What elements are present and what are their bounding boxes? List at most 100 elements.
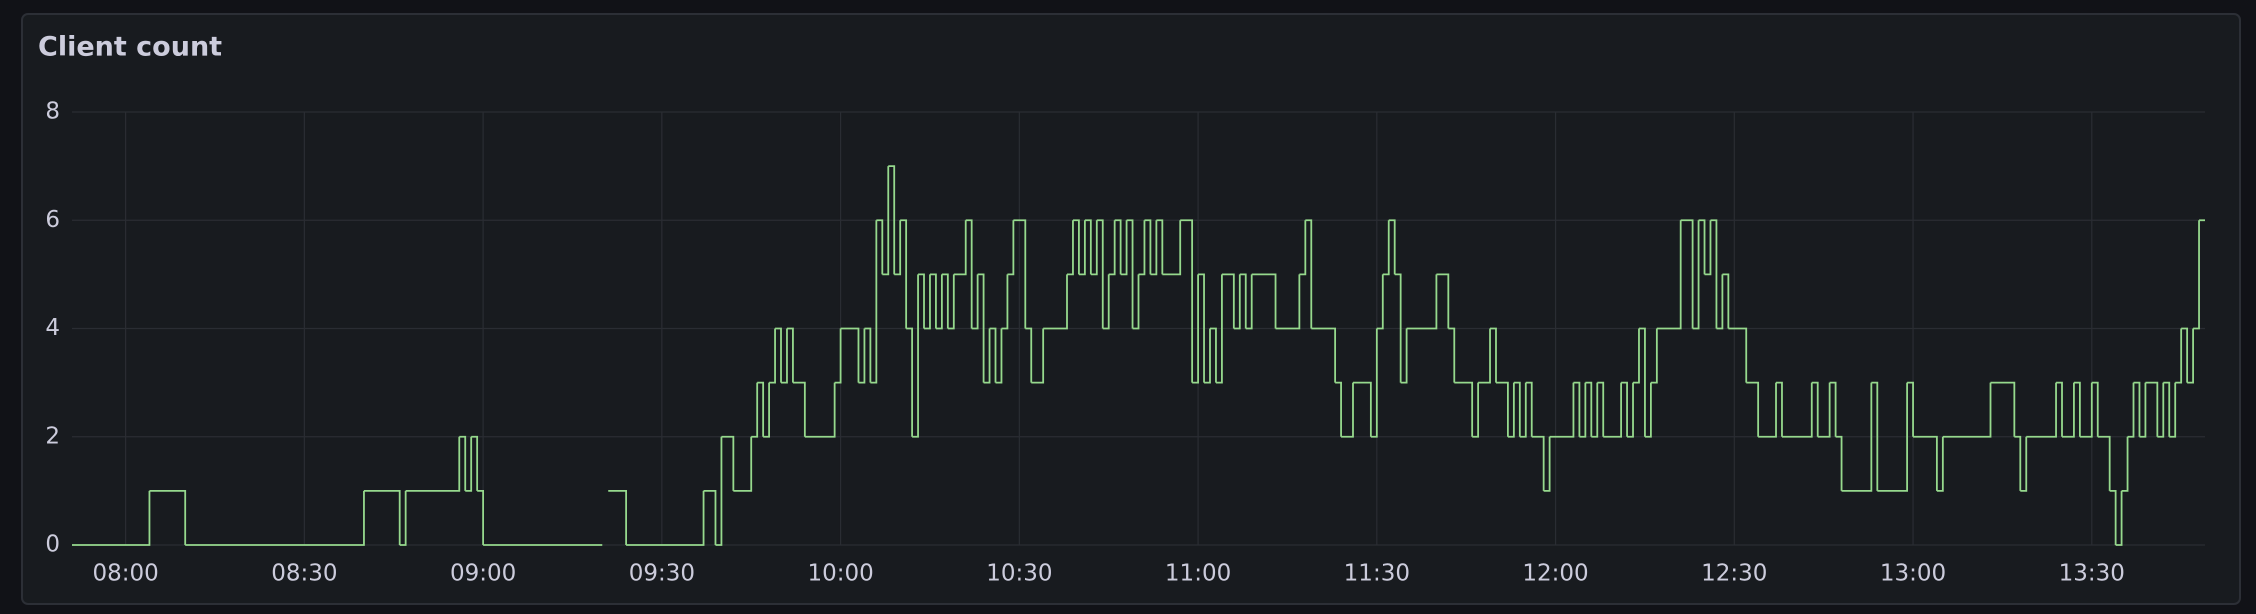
y-tick-label: 0: [45, 532, 60, 558]
step-segment: [947, 274, 955, 330]
step-segment: [941, 273, 949, 329]
step-segment: [149, 489, 187, 545]
step-segment: [1656, 220, 1682, 330]
step-segment: [2109, 489, 2117, 545]
step-segment: [906, 327, 913, 437]
step-segment: [2193, 220, 2200, 330]
step-segment: [2026, 382, 2057, 438]
step-segment: [864, 327, 872, 383]
step-segment: [1758, 382, 1777, 438]
step-segment: [935, 274, 943, 330]
step-segment: [1811, 381, 1819, 437]
step-segment: [363, 489, 401, 545]
step-segment: [1591, 382, 1599, 438]
step-segment: [477, 489, 485, 545]
step-segment: [2127, 382, 2135, 438]
step-segment: [1519, 382, 1527, 438]
step-segment: [1531, 435, 1545, 491]
step-segment: [763, 382, 770, 438]
step-segment: [1001, 274, 1009, 330]
step-segment: [703, 489, 717, 545]
step-segment: [1585, 381, 1593, 437]
step-segment: [1454, 381, 1474, 437]
step-segment: [1627, 382, 1634, 438]
step-segment: [1781, 382, 1813, 438]
step-segment: [1543, 436, 1551, 492]
step-segment: [1698, 219, 1706, 275]
x-tick-label: 10:30: [986, 561, 1052, 587]
step-segment: [1478, 328, 1491, 384]
step-segment: [1472, 382, 1480, 438]
step-segment: [1114, 219, 1122, 275]
step-segment: [870, 220, 878, 384]
step-segment: [1072, 219, 1080, 275]
step-segment: [786, 327, 794, 383]
step-segment: [1215, 274, 1223, 384]
x-tick-label: 09:30: [629, 561, 695, 587]
panel-title: Client count: [38, 32, 222, 63]
step-segment: [2056, 381, 2063, 437]
step-segment: [1352, 381, 1372, 437]
x-tick-label: 11:00: [1165, 561, 1231, 587]
step-segment: [1335, 381, 1342, 437]
step-segment: [1341, 382, 1354, 438]
step-segment: [1704, 220, 1712, 276]
step-segment: [1728, 327, 1748, 383]
step-segment: [1716, 274, 1724, 330]
step-segment: [1817, 382, 1831, 438]
step-segment: [858, 328, 866, 384]
step-segment: [1305, 219, 1313, 329]
step-segment: [751, 382, 759, 438]
step-segment: [721, 435, 735, 491]
x-tick-label: 08:00: [92, 561, 158, 587]
x-tick-label: 08:30: [271, 561, 337, 587]
x-tick-label: 13:00: [1880, 561, 1946, 587]
step-segment: [1597, 381, 1605, 437]
step-segment: [1495, 381, 1509, 437]
step-segment: [459, 435, 467, 491]
step-segment: [399, 490, 407, 546]
step-segment: [1871, 381, 1879, 491]
step-segment: [1650, 328, 1658, 384]
step-segment: [1633, 328, 1640, 384]
x-tick-label: 12:30: [1701, 561, 1767, 587]
step-segment: [465, 436, 473, 492]
step-segment: [1835, 435, 1843, 491]
step-segment: [1156, 219, 1164, 275]
step-segment: [1710, 219, 1718, 329]
step-segment: [608, 489, 628, 545]
step-segment: [1579, 382, 1587, 438]
step-segment: [1245, 274, 1253, 330]
step-segment: [471, 435, 479, 491]
step-segment: [1299, 220, 1307, 276]
step-segment: [1406, 274, 1438, 330]
step-segment: [1025, 327, 1033, 383]
step-segment: [2097, 435, 2111, 491]
step-segment: [989, 327, 997, 383]
step-segment: [1311, 327, 1337, 383]
step-segment: [1394, 273, 1402, 383]
step-segment: [1102, 274, 1110, 330]
step-segment: [2133, 381, 2141, 437]
step-segment: [769, 328, 776, 384]
step-segment: [1132, 274, 1140, 330]
step-segment: [781, 328, 788, 384]
step-segment: [983, 328, 991, 384]
step-segment: [1067, 220, 1074, 276]
step-segment: [1126, 219, 1134, 329]
step-segment: [977, 273, 985, 383]
step-segment: [1108, 220, 1116, 276]
step-segment: [1436, 273, 1450, 329]
y-tick-label: 6: [45, 207, 60, 233]
step-segment: [995, 328, 1003, 384]
step-segment: [2014, 435, 2022, 491]
step-segment: [792, 381, 806, 437]
step-segment: [2115, 490, 2123, 546]
step-segment: [1382, 220, 1390, 276]
step-segment: [1007, 220, 1015, 276]
step-segment: [1621, 381, 1628, 437]
step-segment: [2181, 327, 2189, 383]
step-segment: [1031, 328, 1045, 384]
step-segment: [1084, 219, 1092, 275]
